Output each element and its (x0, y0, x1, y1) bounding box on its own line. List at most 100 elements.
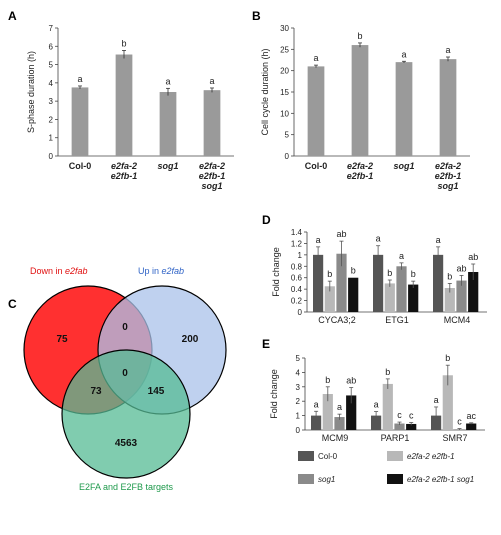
category-label: e2fb-1 (435, 171, 462, 181)
significance-letter: a (376, 234, 381, 244)
bar (324, 286, 335, 312)
y-axis-title: Fold change (269, 369, 279, 419)
y-tick-label: 0 (298, 308, 303, 317)
y-tick-label: 1 (49, 134, 54, 143)
bar (444, 288, 455, 312)
category-label: e2fb-1 (347, 171, 374, 181)
venn-circle-targets (61, 349, 191, 479)
significance-letter: b (447, 271, 452, 281)
category-label: e2fa-2 (199, 161, 225, 171)
y-tick-label: 0.2 (291, 297, 303, 306)
venn-count-down-up: 0 (122, 322, 128, 333)
category-label: MCM9 (322, 433, 349, 443)
significance-letter: a (314, 399, 319, 409)
significance-letter: c (457, 417, 462, 427)
panel-letter-e: E (262, 337, 270, 351)
bar (71, 87, 89, 156)
significance-letter: ab (336, 229, 346, 239)
significance-letter: a (209, 76, 214, 86)
legend-label: e2fa-2 e2fb-1 (407, 452, 455, 461)
category-label: sog1 (393, 161, 414, 171)
significance-letter: b (327, 269, 332, 279)
y-tick-label: 2 (296, 397, 301, 406)
y-tick-label: 0.6 (291, 274, 303, 283)
venn-count-up-only: 200 (182, 334, 199, 345)
panel-letter-a: A (8, 9, 17, 23)
significance-letter: c (409, 411, 414, 421)
legend-swatch (298, 451, 314, 461)
category-label: SMR7 (442, 433, 467, 443)
y-axis-title: Cell cycle duration (h) (260, 48, 270, 135)
legend-swatch (387, 451, 403, 461)
significance-letter: a (436, 235, 441, 245)
venn-label-down: Down in e2fab (30, 266, 88, 276)
panel-letter-b: B (252, 9, 261, 23)
bar (159, 92, 177, 156)
y-axis-title: S-phase duration (h) (26, 51, 36, 133)
bar (346, 395, 357, 430)
panel-letter-d: D (262, 213, 271, 227)
bar (373, 254, 384, 312)
significance-letter: a (313, 53, 318, 63)
category-label: e2fb-1 (111, 171, 138, 181)
venn-label-up-italic: e2fab (162, 266, 185, 276)
significance-letter: b (357, 31, 362, 41)
legend-label: sog1 (318, 475, 335, 484)
significance-letter: a (337, 402, 342, 412)
chart-s-phase: 0 1 2 3 4 5 6 7 S-phase duration (h) a Col-0 b e2fa-… (26, 24, 234, 191)
y-tick-label: 2 (49, 115, 54, 124)
bar (336, 253, 347, 312)
category-label: sog1 (157, 161, 178, 171)
venn-count-all-three: 0 (122, 368, 128, 379)
y-tick-label: 1.4 (291, 228, 303, 237)
bar (384, 283, 395, 312)
significance-letter: a (316, 235, 321, 245)
y-tick-label: 0.8 (291, 262, 303, 271)
y-tick-label: 3 (49, 97, 54, 106)
bar (322, 394, 333, 430)
bar (433, 254, 444, 312)
venn-count-up-targets: 145 (148, 386, 165, 397)
venn-count-down-targets: 73 (90, 386, 102, 397)
significance-letter: a (401, 49, 406, 59)
y-axis-title: Fold change (271, 247, 281, 297)
category-label: ETG1 (385, 315, 409, 325)
bar (466, 423, 477, 430)
significance-letter: b (411, 269, 416, 279)
venn-label-down-prefix: Down in (30, 266, 65, 276)
y-tick-label: 15 (280, 88, 289, 97)
significance-letter: a (399, 251, 404, 261)
venn-label-targets: E2FA and E2FB targets (79, 482, 174, 492)
significance-letter: a (77, 74, 82, 84)
legend-swatch (298, 474, 314, 484)
significance-letter: b (325, 375, 330, 385)
y-tick-label: 1 (296, 412, 301, 421)
significance-letter: b (387, 268, 392, 278)
bar (439, 59, 457, 156)
legend-label: Col-0 (318, 452, 338, 461)
significance-letter: b (385, 367, 390, 377)
significance-letter: ab (456, 263, 466, 273)
significance-letter: c (397, 410, 402, 420)
category-label: Col-0 (305, 161, 328, 171)
significance-letter: b (121, 38, 126, 48)
y-tick-label: 20 (280, 67, 289, 76)
venn-label-up-prefix: Up in (138, 266, 162, 276)
venn-count-targets-only: 4563 (115, 438, 138, 449)
y-tick-label: 30 (280, 24, 289, 33)
significance-letter: a (445, 45, 450, 55)
significance-letter: b (445, 353, 450, 363)
bar (311, 415, 322, 430)
category-label: CYCA3;2 (318, 315, 356, 325)
y-tick-label: 4 (296, 368, 301, 377)
significance-letter: ac (466, 411, 476, 421)
y-tick-label: 0.4 (291, 285, 303, 294)
panel-letter-c: C (8, 297, 17, 311)
significance-letter: b (351, 266, 356, 276)
y-tick-label: 1.2 (291, 239, 303, 248)
category-label: e2fa-2 (435, 161, 461, 171)
legend: Col-0 e2fa-2 e2fb-1 sog1 e2fa-2 e2fb-1 sog1 (298, 451, 474, 484)
y-tick-label: 3 (296, 383, 301, 392)
category-label: e2fb-1 (199, 171, 226, 181)
bar (313, 254, 324, 312)
